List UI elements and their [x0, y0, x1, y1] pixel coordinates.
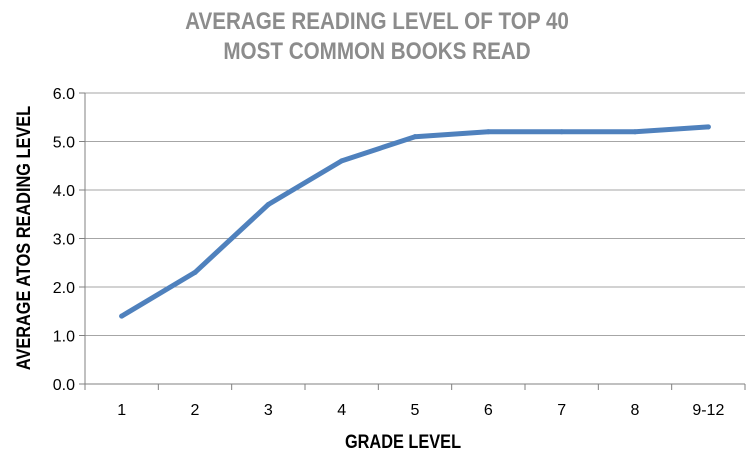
data-point — [412, 134, 418, 140]
x-tick-label: 7 — [557, 402, 566, 419]
y-axis-label: AVERAGE ATOS READING LEVEL — [13, 106, 34, 370]
chart-title-line-1: AVERAGE READING LEVEL OF TOP 40 — [185, 8, 569, 35]
x-axis-label: GRADE LEVEL — [345, 431, 461, 452]
axes — [79, 92, 746, 390]
x-tick-label: 3 — [264, 402, 273, 419]
y-tick-label: 3.0 — [53, 232, 75, 249]
x-tick-label: 1 — [117, 402, 126, 419]
data-point — [192, 269, 198, 275]
chart-title-line-2: MOST COMMON BOOKS READ — [223, 38, 531, 65]
data-point — [559, 129, 565, 135]
data-point — [265, 202, 271, 208]
x-tick-labels: 1 2 3 4 5 6 7 8 9-12 — [117, 402, 724, 419]
x-tick-label: 9-12 — [692, 402, 724, 419]
y-tick-labels: 0.0 1.0 2.0 3.0 4.0 5.0 6.0 — [53, 86, 75, 394]
data-point — [119, 313, 125, 319]
y-tick-label: 4.0 — [53, 183, 75, 200]
x-tick-label: 6 — [484, 402, 493, 419]
y-tick-label: 1.0 — [53, 329, 75, 346]
x-tick-label: 5 — [411, 402, 420, 419]
y-tick-label: 0.0 — [53, 377, 75, 394]
x-tick-label: 2 — [191, 402, 200, 419]
y-tick-label: 2.0 — [53, 280, 75, 297]
series-line — [119, 124, 711, 319]
x-tick-label: 4 — [337, 402, 346, 419]
data-point — [632, 129, 638, 135]
data-point — [705, 124, 711, 130]
x-tick-label: 8 — [631, 402, 640, 419]
y-tick-label: 6.0 — [53, 86, 75, 103]
gridlines — [85, 92, 745, 336]
data-point — [339, 158, 345, 164]
data-point — [485, 129, 491, 135]
y-tick-label: 5.0 — [53, 135, 75, 152]
series-layer — [119, 124, 711, 319]
